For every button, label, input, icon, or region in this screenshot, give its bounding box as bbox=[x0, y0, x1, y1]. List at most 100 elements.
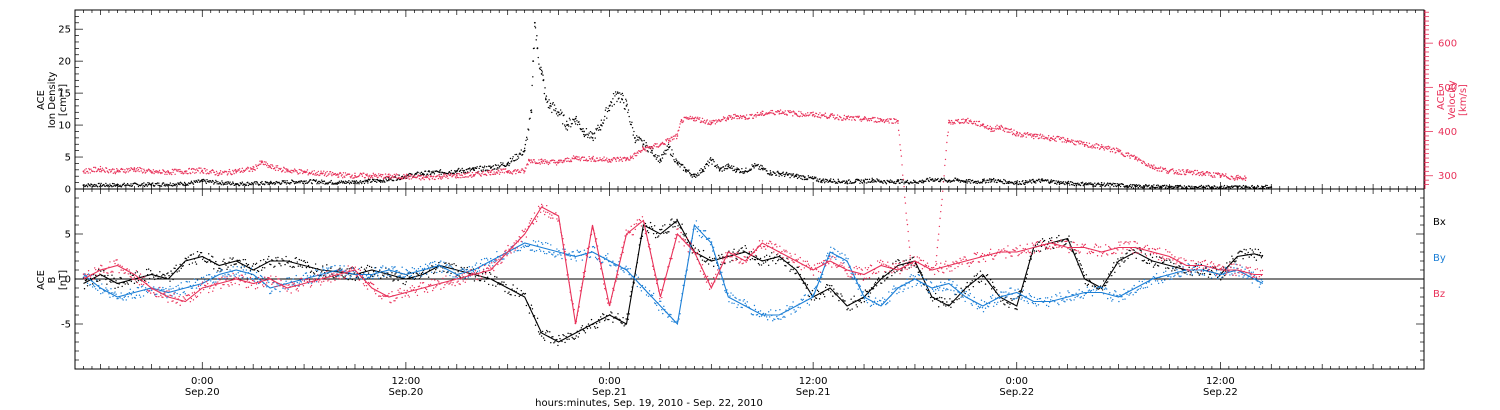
velocity-sample bbox=[258, 163, 260, 165]
velocity-sample bbox=[1085, 144, 1087, 146]
Bx-sample bbox=[285, 255, 287, 258]
density-sample bbox=[511, 158, 514, 160]
Bx-sample bbox=[211, 255, 213, 258]
Bx-sample bbox=[477, 275, 480, 277]
velocity-sample bbox=[439, 177, 442, 179]
velocity-sample bbox=[1175, 170, 1177, 172]
velocity-sample bbox=[221, 173, 223, 175]
velocity-sample bbox=[743, 116, 746, 119]
velocity-sample bbox=[709, 120, 711, 122]
Bx-sample bbox=[507, 292, 509, 295]
velocity-sample bbox=[867, 119, 869, 121]
Bx-sample bbox=[333, 276, 335, 279]
density-sample bbox=[660, 160, 662, 162]
density-sample bbox=[792, 174, 794, 177]
density-sample bbox=[673, 159, 675, 161]
Bx-sample bbox=[106, 283, 108, 285]
density-sample bbox=[604, 109, 607, 111]
density-sample bbox=[330, 179, 332, 182]
Bx-sample bbox=[145, 268, 148, 271]
density-sample bbox=[1117, 184, 1119, 187]
velocity-sample bbox=[439, 175, 441, 178]
density-sample bbox=[647, 151, 649, 153]
Bx-sample bbox=[599, 316, 602, 318]
velocity-sample bbox=[336, 173, 339, 175]
density-sample bbox=[526, 136, 528, 139]
density-sample bbox=[549, 102, 552, 105]
density-sample bbox=[541, 71, 544, 73]
density-sample bbox=[536, 35, 538, 37]
velocity-sample bbox=[582, 156, 584, 158]
velocity-sample bbox=[829, 114, 831, 117]
velocity-sample bbox=[903, 185, 905, 188]
velocity-sample bbox=[103, 169, 105, 171]
velocity-sample bbox=[518, 170, 520, 172]
velocity-sample bbox=[771, 109, 774, 112]
Bx-sample bbox=[473, 280, 476, 282]
density-sample bbox=[1265, 184, 1267, 187]
density-sample bbox=[625, 98, 627, 100]
density-sample bbox=[1110, 183, 1112, 185]
density-sample bbox=[666, 145, 668, 147]
Bx-sample bbox=[172, 278, 174, 281]
density-sample bbox=[516, 158, 518, 161]
velocity-sample bbox=[434, 178, 436, 181]
velocity-sample bbox=[290, 169, 292, 172]
velocity-sample bbox=[1155, 167, 1158, 169]
velocity-sample bbox=[963, 122, 965, 124]
velocity-sample bbox=[93, 171, 96, 173]
density-sample bbox=[700, 168, 702, 170]
velocity-sample bbox=[209, 170, 212, 172]
velocity-sample bbox=[474, 173, 476, 176]
velocity-sample bbox=[1220, 176, 1222, 178]
velocity-sample bbox=[752, 117, 755, 119]
density-sample bbox=[965, 182, 967, 184]
Bx-sample bbox=[192, 253, 195, 255]
velocity-sample bbox=[1099, 147, 1101, 150]
density-sample bbox=[264, 183, 266, 186]
density-sample bbox=[866, 182, 868, 184]
velocity-sample bbox=[696, 117, 698, 120]
density-sample bbox=[1119, 183, 1121, 185]
velocity-sample bbox=[635, 154, 638, 157]
density-sample bbox=[521, 153, 524, 156]
Bx-sample bbox=[134, 272, 137, 274]
velocity-sample bbox=[789, 110, 791, 112]
velocity-sample bbox=[89, 172, 91, 174]
Bx-sample bbox=[225, 264, 227, 266]
density-sample bbox=[688, 169, 690, 171]
velocity-sample bbox=[1019, 132, 1021, 135]
density-sample bbox=[872, 181, 874, 183]
Bx-sample bbox=[112, 281, 114, 283]
velocity-sample bbox=[1090, 145, 1093, 147]
velocity-sample bbox=[842, 117, 845, 120]
velocity-sample bbox=[1179, 170, 1182, 172]
Bx-sample bbox=[304, 261, 307, 264]
density-sample bbox=[557, 111, 560, 114]
velocity-sample bbox=[268, 165, 271, 167]
velocity-sample bbox=[695, 119, 698, 122]
density-sample bbox=[563, 114, 565, 116]
velocity-sample bbox=[472, 175, 474, 178]
Bx-sample bbox=[514, 294, 516, 297]
density-sample bbox=[352, 182, 355, 184]
density-sample bbox=[352, 180, 354, 182]
velocity-sample bbox=[565, 157, 567, 160]
velocity-sample bbox=[602, 158, 604, 160]
velocity-sample bbox=[704, 122, 706, 125]
velocity-sample bbox=[132, 168, 134, 170]
velocity-sample bbox=[1200, 171, 1203, 173]
Bx-sample bbox=[163, 273, 165, 276]
velocity-sample bbox=[1214, 176, 1216, 178]
density-sample bbox=[760, 167, 763, 170]
density-sample bbox=[690, 175, 692, 177]
density-sample bbox=[100, 182, 102, 185]
velocity-sample bbox=[840, 117, 842, 119]
density-sample bbox=[934, 178, 937, 180]
Bx-sample bbox=[654, 236, 657, 239]
velocity-sample bbox=[1011, 133, 1014, 136]
velocity-sample bbox=[537, 162, 539, 164]
velocity-sample bbox=[859, 118, 862, 120]
